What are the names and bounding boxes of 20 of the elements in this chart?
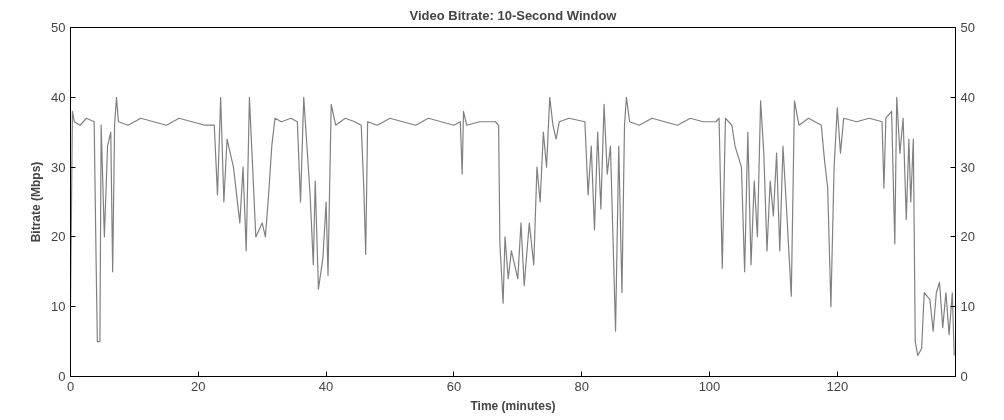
y2-tick-label: 30 xyxy=(960,159,975,175)
x-tick-label: 20 xyxy=(191,378,206,394)
x-tick-label: 100 xyxy=(698,378,721,394)
x-tick-label: 40 xyxy=(318,378,334,394)
y-tick-label: 50 xyxy=(51,20,66,35)
y2-tick-label: 10 xyxy=(960,299,975,315)
y-tick-label: 10 xyxy=(51,299,66,315)
x-tick-label: 120 xyxy=(826,378,849,394)
x-axis-title: Time (minutes) xyxy=(470,398,556,413)
y-tick-label: 30 xyxy=(51,159,66,175)
y-tick-label: 20 xyxy=(51,229,66,245)
y2-tick-label: 50 xyxy=(960,20,975,35)
line-series xyxy=(70,96,955,357)
y2-tick-label: 20 xyxy=(960,229,975,245)
x-tick-label: 60 xyxy=(446,378,462,394)
y2-tick-label: 40 xyxy=(960,89,975,105)
y-axis-title: Bitrate (Mbps) xyxy=(29,161,44,243)
x-tick-label: 80 xyxy=(574,378,589,394)
chart-title: Video Bitrate: 10-Second Window xyxy=(409,7,618,23)
y-tick-label: 40 xyxy=(51,89,66,105)
